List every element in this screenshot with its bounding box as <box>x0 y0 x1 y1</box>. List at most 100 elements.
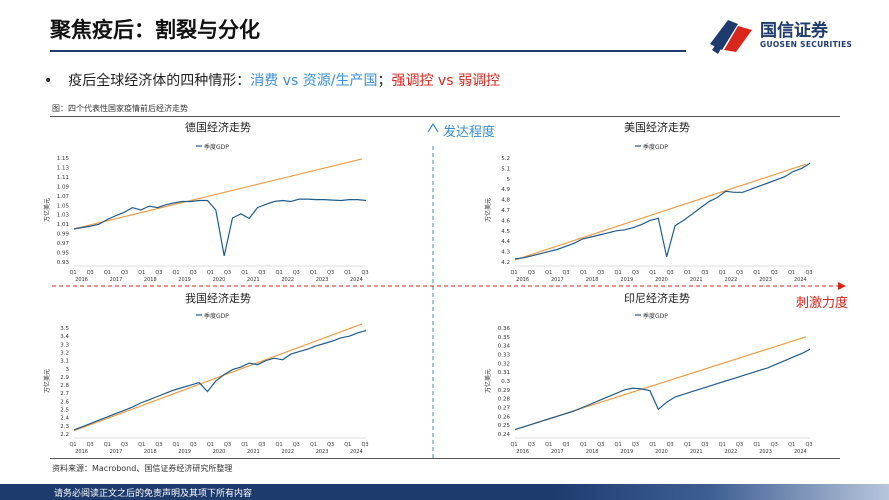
x-year-label: 2017 <box>110 449 123 455</box>
x-year-label: 2022 <box>725 277 738 283</box>
x-year-label: 2022 <box>725 449 738 455</box>
x-tick-label: Q3 <box>87 442 94 448</box>
x-tick-label: Q3 <box>562 270 569 276</box>
vertical-arrow-icon <box>427 122 439 133</box>
x-tick-label: Q1 <box>276 270 283 276</box>
x-tick-label: Q3 <box>736 442 743 448</box>
source-note: 资料来源：Macrobond、国信证券经济研究所整理 <box>52 464 233 473</box>
y-tick-label: 3.1 <box>60 359 69 365</box>
y-tick-label: 0.93 <box>57 260 70 266</box>
x-tick-label: Q1 <box>719 270 726 276</box>
x-tick-label: Q3 <box>258 442 265 448</box>
x-year-label: 2021 <box>247 277 260 283</box>
x-tick-label: Q1 <box>649 270 656 276</box>
x-year-label: 2020 <box>213 277 226 283</box>
x-tick-label: Q1 <box>276 442 283 448</box>
x-year-label: 2019 <box>178 449 191 455</box>
y-tick-label: 0.25 <box>498 423 511 429</box>
x-tick-label: Q1 <box>753 270 760 276</box>
legend-label: 季度GDP <box>643 143 668 151</box>
y-tick-label: 1.11 <box>57 175 69 181</box>
y-axis-label: 万亿美元 <box>43 198 51 222</box>
x-tick-label: Q1 <box>545 270 552 276</box>
x-tick-label: Q3 <box>224 442 231 448</box>
x-tick-label: Q1 <box>580 442 587 448</box>
x-tick-label: Q3 <box>361 442 368 448</box>
y-tick-label: 2.6 <box>60 399 69 405</box>
chart-title: 印尼经济走势 <box>624 291 690 305</box>
chart-title: 我国经济走势 <box>185 291 251 305</box>
x-year-label: 2017 <box>551 449 564 455</box>
figure-top-rule <box>50 116 840 117</box>
y-tick-label: 4.7 <box>501 208 510 214</box>
chart-title: 美国经济走势 <box>624 120 690 134</box>
x-year-label: 2023 <box>759 277 772 283</box>
y-tick-label: 1.15 <box>57 156 70 162</box>
x-year-label: 2020 <box>655 277 668 283</box>
legend-label: 季度GDP <box>204 312 229 320</box>
y-tick-label: 1.13 <box>57 165 70 171</box>
x-tick-label: Q1 <box>69 442 76 448</box>
y-tick-label: 0.99 <box>57 232 70 238</box>
bullet-consumption-vs-resource: 消费 vs 资源/生产国 <box>250 73 378 89</box>
x-year-label: 2024 <box>350 277 363 283</box>
y-tick-label: 0.28 <box>498 397 511 403</box>
x-tick-label: Q3 <box>805 442 812 448</box>
legend-label: 季度GDP <box>643 312 668 320</box>
x-tick-label: Q3 <box>632 270 639 276</box>
bullet-separator: ； <box>377 73 392 89</box>
y-tick-label: 1.03 <box>57 213 70 219</box>
y-tick-label: 2.9 <box>60 375 69 381</box>
y-tick-label: 1.05 <box>57 203 70 209</box>
y-tick-label: 0.26 <box>498 414 511 420</box>
x-tick-label: Q3 <box>528 270 535 276</box>
logo-text-en: GUOSEN SECURITIES <box>760 40 853 49</box>
y-tick-label: 2.7 <box>60 391 69 397</box>
y-tick-label: 2.2 <box>60 432 69 438</box>
x-tick-label: Q3 <box>327 442 334 448</box>
x-tick-label: Q3 <box>155 270 162 276</box>
logo-text-cn: 国信证券 <box>760 21 828 41</box>
figure-caption: 图：四个代表性国家疫情前后经济走势 <box>52 104 188 113</box>
x-tick-label: Q3 <box>327 270 334 276</box>
y-tick-label: 4.9 <box>501 187 510 193</box>
footer-disclaimer: 请务必阅读正文之后的免责声明及其项下所有内容 <box>54 489 253 499</box>
x-tick-label: Q1 <box>719 442 726 448</box>
y-tick-label: 4.8 <box>501 198 510 204</box>
x-tick-label: Q3 <box>597 270 604 276</box>
x-tick-label: Q3 <box>562 442 569 448</box>
y-tick-label: 0.32 <box>498 361 510 367</box>
x-tick-label: Q1 <box>615 270 622 276</box>
y-tick-label: 1.07 <box>57 194 70 200</box>
y-tick-label: 3.2 <box>60 350 69 356</box>
x-year-label: 2016 <box>75 449 88 455</box>
x-year-label: 2018 <box>144 277 157 283</box>
x-tick-label: Q3 <box>805 270 812 276</box>
y-tick-label: 0.27 <box>498 406 511 412</box>
gdp-series-line <box>514 162 811 260</box>
x-year-label: 2023 <box>316 277 329 283</box>
x-year-label: 2023 <box>759 449 772 455</box>
y-tick-label: 4.3 <box>501 250 510 256</box>
x-tick-label: Q1 <box>510 270 517 276</box>
x-tick-label: Q1 <box>615 442 622 448</box>
y-tick-label: 3.5 <box>60 326 69 332</box>
x-tick-label: Q3 <box>528 442 535 448</box>
x-year-label: 2024 <box>350 449 363 455</box>
x-tick-label: Q1 <box>649 442 656 448</box>
y-tick-label: 2.5 <box>60 408 69 414</box>
y-tick-label: 0.31 <box>498 370 510 376</box>
company-logo: 国信证券 GUOSEN SECURITIES <box>706 14 856 56</box>
x-year-label: 2019 <box>620 277 633 283</box>
horizontal-arrow-icon <box>838 282 846 290</box>
x-tick-label: Q1 <box>104 442 111 448</box>
x-year-label: 2021 <box>247 449 260 455</box>
y-tick-label: 3 <box>66 367 70 373</box>
x-tick-label: Q3 <box>190 270 197 276</box>
x-tick-label: Q3 <box>121 270 128 276</box>
x-tick-label: Q1 <box>241 442 248 448</box>
bullet-marker: • <box>44 73 53 89</box>
